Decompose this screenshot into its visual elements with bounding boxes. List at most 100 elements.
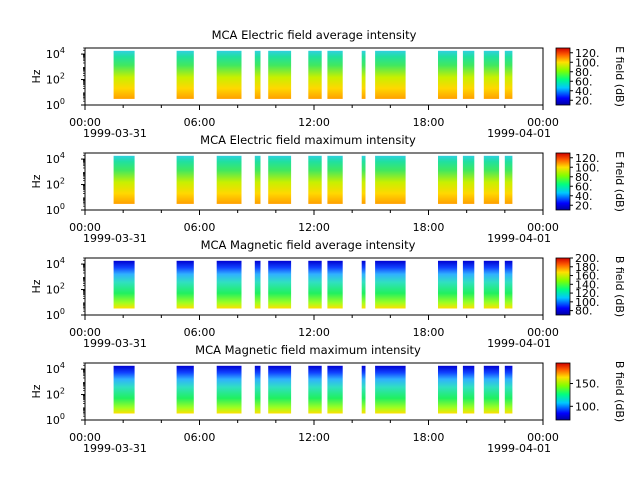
y-tick-label: 102 — [46, 177, 65, 192]
y-tick-label: 104 — [46, 256, 65, 271]
spectrogram-segment — [254, 50, 261, 99]
x-tick-label: 18:00 — [413, 326, 445, 339]
spectrogram-segment — [268, 365, 292, 414]
spectrogram-segment — [176, 50, 194, 99]
y-tick-label: 104 — [46, 361, 65, 376]
spectrogram-segment — [113, 155, 135, 204]
x-date-label: 1999-04-01 — [487, 232, 551, 245]
colorbar-tick-label: 120. — [575, 152, 600, 165]
colorbar-label: B field (dB) — [613, 256, 626, 317]
x-tick-label: 12:00 — [298, 116, 330, 129]
x-tick-label: 06:00 — [184, 326, 216, 339]
spectrogram-segment — [375, 155, 406, 204]
y-tick-label: 104 — [46, 151, 65, 166]
spectrogram-segment — [327, 155, 343, 204]
y-tick-label: 102 — [46, 72, 65, 87]
spectrogram-segment — [268, 50, 292, 99]
colorbar-tick-label: 160. — [575, 270, 600, 283]
spectrogram-segment — [438, 365, 458, 414]
spectrogram-segment — [504, 260, 513, 309]
x-tick-label: 12:00 — [298, 431, 330, 444]
spectrogram-segment — [327, 50, 343, 99]
y-tick-label: 100 — [46, 97, 65, 112]
spectrogram-segment — [483, 365, 500, 414]
spectrogram-segment — [361, 50, 366, 99]
colorbar-tick-label: 60. — [575, 75, 593, 88]
spectrogram-segment — [254, 365, 261, 414]
spectrogram-segment — [438, 50, 458, 99]
chart-title: MCA Electric field maximum intensity — [200, 133, 416, 147]
x-tick-label: 06:00 — [184, 221, 216, 234]
spectrogram-segment — [176, 260, 194, 309]
colorbar-tick-label: 100. — [575, 400, 600, 413]
spectrogram-segment — [361, 365, 366, 414]
x-tick-label: 18:00 — [413, 431, 445, 444]
colorbar-tick-label: 200. — [575, 252, 600, 265]
colorbar-tick-label: 80. — [575, 305, 593, 318]
colorbar-tick-label: 140. — [575, 278, 600, 291]
x-tick-label: 00:00 — [69, 431, 101, 444]
spectrogram-segment — [254, 155, 261, 204]
colorbar-tick-label: 20. — [575, 199, 593, 212]
spectrogram-segment — [113, 50, 135, 99]
y-axis-label: Hz — [30, 279, 43, 293]
spectrogram-segment — [361, 260, 366, 309]
y-tick-label: 100 — [46, 412, 65, 427]
colorbar-tick-label: 100. — [575, 56, 600, 69]
colorbar-tick-label: 40. — [575, 190, 593, 203]
spectrogram-segment — [462, 50, 475, 99]
spectrogram-segment — [504, 155, 513, 204]
x-date-label: 1999-03-31 — [83, 337, 147, 350]
spectrogram-segment — [216, 260, 242, 309]
x-tick-label: 18:00 — [413, 116, 445, 129]
chart-title: MCA Magnetic field maximum intensity — [195, 343, 421, 357]
chart-title: MCA Magnetic field average intensity — [201, 238, 416, 252]
colorbar-tick-label: 40. — [575, 85, 593, 98]
colorbar-tick-label: 80. — [575, 66, 593, 79]
y-tick-label: 102 — [46, 387, 65, 402]
y-axis-label: Hz — [30, 384, 43, 398]
spectrogram-segment — [176, 155, 194, 204]
colorbar — [555, 152, 571, 211]
colorbar-tick-label: 20. — [575, 94, 593, 107]
spectrogram-segment — [113, 365, 135, 414]
spectrogram-segment — [483, 260, 500, 309]
spectrogram-segment — [216, 50, 242, 99]
spectrogram-segment — [327, 365, 343, 414]
spectrogram-segment — [268, 260, 292, 309]
x-tick-label: 00:00 — [69, 326, 101, 339]
spectrogram-segment — [483, 155, 500, 204]
spectrogram-segment — [504, 365, 513, 414]
x-tick-label: 00:00 — [69, 221, 101, 234]
chart-title: MCA Electric field average intensity — [212, 28, 417, 42]
spectrogram-segment — [462, 260, 475, 309]
panel-3: MCA Magnetic field average intensity 100 1… — [30, 238, 626, 350]
spectrogram-segment — [176, 365, 194, 414]
spectrogram-segment — [462, 365, 475, 414]
spectrogram-segment — [308, 50, 322, 99]
colorbar-tick-label: 100. — [575, 296, 600, 309]
x-tick-label: 18:00 — [413, 221, 445, 234]
spectrogram-segment — [361, 155, 366, 204]
spectrogram-segment — [254, 260, 261, 309]
colorbar-tick-label: 100. — [575, 161, 600, 174]
panel-2: MCA Electric field maximum intensity 100 1… — [30, 133, 626, 245]
x-tick-label: 00:00 — [527, 431, 559, 444]
colorbar-label: E field (dB) — [613, 46, 626, 107]
colorbar-label: E field (dB) — [613, 151, 626, 212]
spectrogram-segment — [327, 260, 343, 309]
spectrogram-segment — [504, 50, 513, 99]
y-tick-label: 100 — [46, 307, 65, 322]
colorbar-tick-label: 80. — [575, 171, 593, 184]
x-tick-label: 12:00 — [298, 326, 330, 339]
x-tick-label: 12:00 — [298, 221, 330, 234]
spectrogram-segment — [375, 260, 406, 309]
y-tick-label: 100 — [46, 202, 65, 217]
spectrogram-segment — [216, 365, 242, 414]
spectrogram-segment — [438, 155, 458, 204]
colorbar-tick-label: 120. — [575, 47, 600, 60]
x-tick-label: 00:00 — [527, 221, 559, 234]
spectrogram-segment — [216, 155, 242, 204]
x-date-label: 1999-03-31 — [83, 442, 147, 455]
